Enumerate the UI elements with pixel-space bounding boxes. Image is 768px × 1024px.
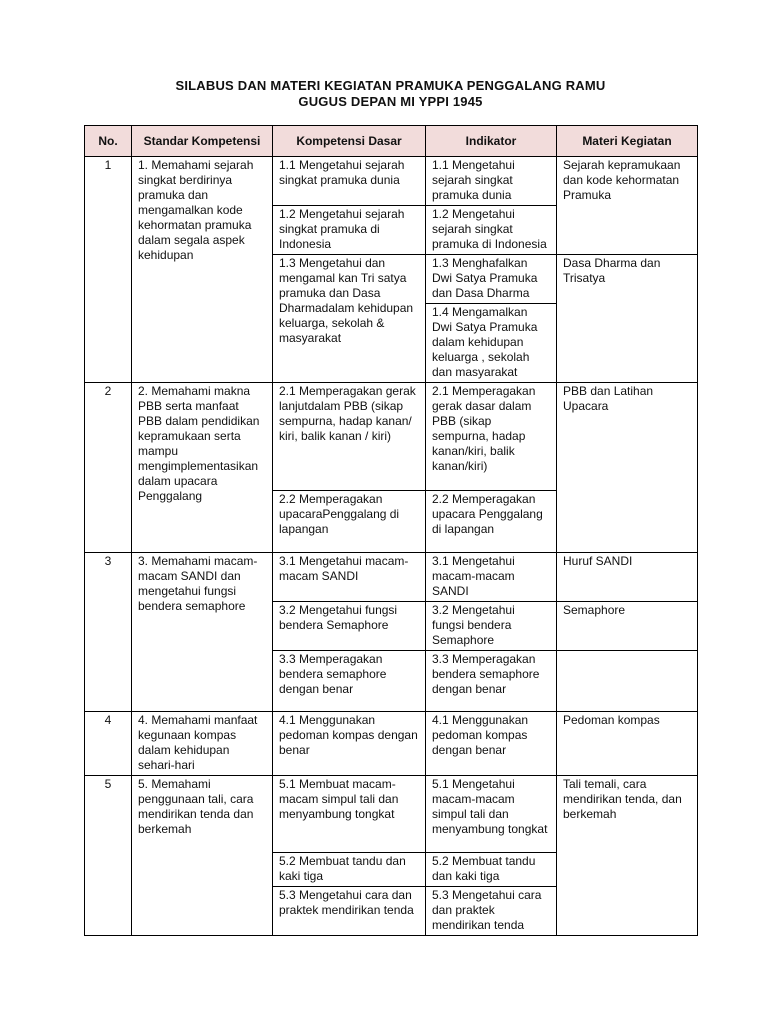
cell-indikator: 3.3 Memperagakan bendera semaphore denga… [425, 650, 557, 712]
cell-kompetensi: 2.2 Memperagakan upacaraPenggalang di la… [272, 490, 426, 553]
title-line: GUGUS DEPAN MI YPPI 1945 [298, 94, 483, 109]
syllabus-table: No. Standar Kompetensi Kompetensi Dasar … [84, 125, 698, 936]
cell-kompetensi: 5.2 Membuat tandu dan kaki tiga [272, 852, 426, 887]
cell-materi: Sejarah kepramukaan dan kode kehormatan … [556, 156, 698, 255]
title-line: SILABUS DAN MATERI KEGIATAN PRAMUKA PENG… [175, 78, 606, 93]
cell-materi: Tali temali, cara mendirikan tenda, dan … [556, 775, 698, 936]
row: 1.4 Mengamalkan Dwi Satya Pramuka dalam … [85, 303, 698, 383]
row: 3.3 Memperagakan bendera semaphore denga… [85, 650, 698, 712]
cell-standar: 3. Memahami macam-macam SANDI dan menget… [131, 552, 273, 712]
cell-kompetensi: 5.1 Membuat macam-macam simpul tali dan … [272, 775, 426, 853]
row: 3.2 Mengetahui fungsi bendera Semaphore … [85, 601, 698, 651]
cell-indikator: 5.2 Membuat tandu dan kaki tiga [425, 852, 557, 887]
cell-standar: 4. Memahami manfaat kegunaan kompas dala… [131, 711, 273, 776]
cell-no: 2 [84, 382, 132, 553]
cell-indikator: 2.2 Memperagakan upacara Penggalang di l… [425, 490, 557, 553]
cell-kompetensi: 3.2 Mengetahui fungsi bendera Semaphore [272, 601, 426, 651]
row: 1 1. Memahami sejarah singkat berdirinya… [84, 156, 698, 383]
header-cell: Kompetensi Dasar [272, 125, 426, 157]
row: 3 3. Memahami macam-macam SANDI dan meng… [84, 552, 698, 712]
cell-indikator: 5.1 Mengetahui macam-macam simpul tali d… [425, 775, 557, 853]
cell-standar: 5. Memahami penggunaan tali, cara mendir… [131, 775, 273, 936]
header-cell: Materi Kegiatan [556, 125, 698, 157]
cell-materi: Pedoman kompas [556, 711, 698, 776]
header-cell: No. [84, 125, 132, 157]
cell-standar: 1. Memahami sejarah singkat berdirinya p… [131, 156, 273, 383]
header-row: No. Standar Kompetensi Kompetensi Dasar … [84, 125, 698, 157]
cell-no: 1 [84, 156, 132, 383]
title: SILABUS DAN MATERI KEGIATAN PRAMUKA PENG… [84, 78, 697, 110]
row: 5.2 Membuat tandu dan kaki tiga 5.2 Memb… [85, 852, 698, 887]
cell-materi: Semaphore [556, 601, 698, 651]
cell-indikator: 1.3 Menghafalkan Dwi Satya Pramuka dan D… [425, 254, 557, 304]
cell-kompetensi: 1.3 Mengetahui dan mengamal kan Tri saty… [272, 254, 426, 383]
cell-materi: PBB dan Latihan Upacara [556, 382, 698, 553]
cell-materi-empty [556, 650, 698, 712]
row: 1.3 Mengetahui dan mengamal kan Tri saty… [85, 254, 698, 383]
cell-kompetensi: 1.2 Mengetahui sejarah singkat pramuka d… [272, 205, 426, 255]
cell-indikator: 2.1 Memperagakan gerak dasar dalam PBB (… [425, 382, 557, 491]
cell-kompetensi: 1.1 Mengetahui sejarah singkat pramuka d… [272, 156, 426, 206]
row: 2 2. Memahami makna PBB serta manfaat PB… [84, 382, 698, 553]
cell-no: 3 [84, 552, 132, 712]
cell-indikator: 4.1 Menggunakan pedoman kompas dengan be… [425, 711, 557, 776]
cell-no: 5 [84, 775, 132, 936]
cell-indikator: 3.2 Mengetahui fungsi bendera Semaphore [425, 601, 557, 651]
row: 5.3 Mengetahui cara dan praktek mendirik… [85, 886, 698, 936]
row: 5 5. Memahami penggunaan tali, cara mend… [84, 775, 698, 936]
cell-standar: 2. Memahami makna PBB serta manfaat PBB … [131, 382, 273, 553]
cell-materi: Dasa Dharma dan Trisatya [556, 254, 698, 383]
cell-no: 4 [84, 711, 132, 776]
header-cell: Indikator [425, 125, 557, 157]
cell-kompetensi: 5.3 Mengetahui cara dan praktek mendirik… [272, 886, 426, 936]
cell-indikator: 1.4 Mengamalkan Dwi Satya Pramuka dalam … [425, 303, 557, 383]
cell-indikator: 5.3 Mengetahui cara dan praktek mendirik… [425, 886, 557, 936]
header-cell: Standar Kompetensi [131, 125, 273, 157]
cell-kompetensi: 4.1 Menggunakan pedoman kompas dengan be… [272, 711, 426, 776]
cell-indikator: 1.2 Mengetahui sejarah singkat pramuka d… [425, 205, 557, 255]
cell-kompetensi: 3.3 Memperagakan bendera semaphore denga… [272, 650, 426, 712]
cell-kompetensi: 3.1 Mengetahui macam-macam SANDI [272, 552, 426, 602]
cell-indikator: 3.1 Mengetahui macam-macam SANDI [425, 552, 557, 602]
cell-indikator: 1.1 Mengetahui sejarah singkat pramuka d… [425, 156, 557, 206]
cell-materi: Huruf SANDI [556, 552, 698, 602]
row: 4 4. Memahami manfaat kegunaan kompas da… [84, 711, 698, 776]
row: 1.2 Mengetahui sejarah singkat pramuka d… [85, 205, 698, 255]
cell-kompetensi: 2.1 Memperagakan gerak lanjutdalam PBB (… [272, 382, 426, 491]
row: 2.2 Memperagakan upacaraPenggalang di la… [85, 490, 698, 553]
